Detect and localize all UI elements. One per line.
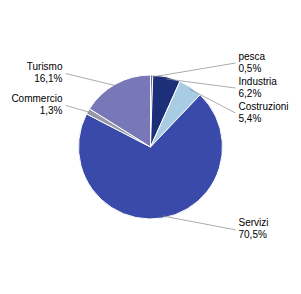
labels: pesca0,5% Industria6,2% Costruzioni5,4% Ser… [11,51,288,241]
slice [89,75,150,147]
pie: pesca0,5% Industria6,2% Costruzioni5,4% Ser… [11,51,288,241]
slice-label: Turismo [27,61,63,72]
chart: pesca0,5% Industria6,2% Costruzioni5,4% Ser… [0,0,301,294]
slice-label: Costruzioni [239,101,289,112]
leader-line [189,89,235,113]
data-label: 5,4% [239,113,262,124]
leader-lines [66,63,236,230]
data-label: 70,5% [239,229,267,240]
leader-line [66,105,90,112]
data-label: 0,5% [239,63,262,74]
chart-container: pesca0,5% Industria6,2% Costruzioni5,4% Ser… [0,0,301,294]
slices [78,75,222,219]
data-label: 6,2% [239,88,262,99]
slice-label: Servizi [239,217,269,228]
leader-line [166,79,235,88]
slice-label: pesca [239,51,266,62]
data-label: 1,3% [40,105,63,116]
leader-line [162,216,235,230]
slice-label: Industria [239,76,278,87]
leader-line [152,63,236,77]
leader-line [66,74,117,86]
slice-label: Commercio [11,93,63,104]
data-label: 16,1% [34,73,62,84]
